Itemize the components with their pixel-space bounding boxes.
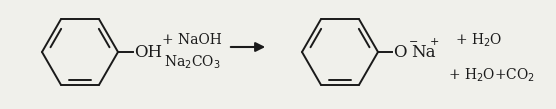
Text: Na$_2$CO$_3$: Na$_2$CO$_3$ [163, 53, 220, 71]
Text: +: + [430, 37, 439, 47]
Text: + NaOH: + NaOH [162, 33, 222, 47]
Text: Na: Na [411, 43, 435, 60]
Text: −: − [409, 37, 418, 47]
Text: OH: OH [134, 43, 162, 60]
Text: + H$_2$O+CO$_2$: + H$_2$O+CO$_2$ [448, 66, 535, 84]
Text: O: O [393, 43, 406, 60]
Text: + H$_2$O: + H$_2$O [455, 31, 503, 49]
